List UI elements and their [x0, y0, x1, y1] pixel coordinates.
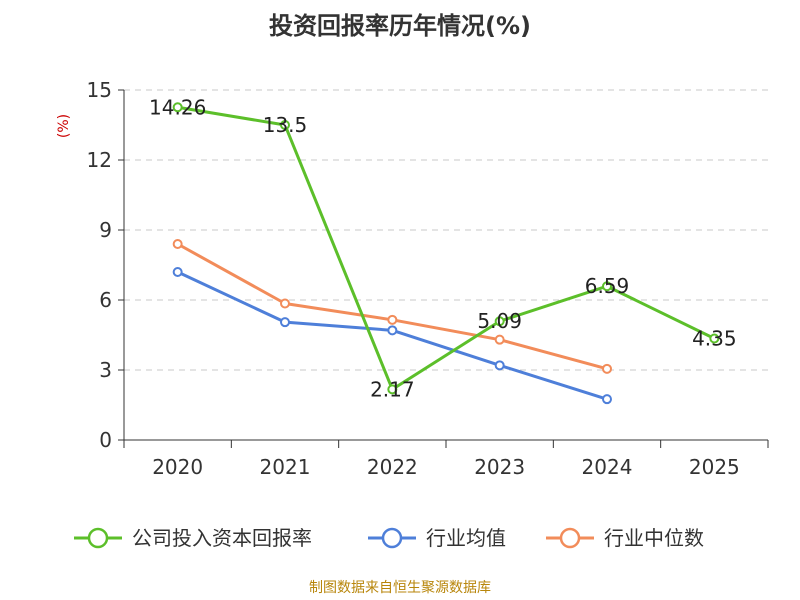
legend-item[interactable]: 行业中位数 [546, 526, 704, 550]
data-point [172, 239, 183, 249]
y-axis-label: (%) [56, 114, 72, 138]
data-point [494, 360, 505, 371]
data-point [494, 334, 505, 345]
y-tick-label: 3 [99, 358, 112, 382]
data-labels: 14.26 13.5 2.17 5.09 6.59 4.35 [149, 95, 737, 401]
legend-label: 行业均值 [426, 526, 506, 550]
data-label: 6.59 [585, 274, 630, 298]
x-tick-label: 2021 [260, 455, 311, 479]
series-line-0 [177, 105, 715, 391]
legend-label: 行业中位数 [604, 526, 704, 550]
y-tick-label: 6 [99, 288, 112, 312]
data-label: 13.5 [263, 113, 308, 137]
data-point [280, 298, 290, 309]
data-point [602, 394, 612, 405]
legend: 公司投入资本回报率 行业均值 行业中位数 [74, 526, 704, 550]
legend-item[interactable]: 公司投入资本回报率 [74, 526, 312, 550]
data-point [387, 325, 398, 336]
chart-title: 投资回报率历年情况(%) [269, 12, 531, 40]
y-tick-label: 0 [99, 428, 112, 452]
axes [123, 90, 768, 441]
legend-marker [87, 527, 109, 549]
legend-marker [381, 527, 403, 549]
data-point [602, 363, 612, 374]
data-label: 14.26 [149, 95, 206, 119]
series-layer [172, 102, 720, 405]
legend-marker [559, 527, 581, 549]
x-tick-label: 2023 [474, 455, 525, 479]
data-point [494, 316, 505, 327]
y-tick-label: 15 [87, 78, 112, 102]
y-tick-label: 9 [99, 218, 112, 242]
legend-label: 公司投入资本回报率 [132, 526, 312, 550]
x-tick-label: 2020 [152, 455, 203, 479]
data-point [280, 317, 290, 328]
data-point [387, 314, 398, 325]
y-tick-label: 12 [87, 148, 112, 172]
source-note: 制图数据来自恒生聚源数据库 [309, 580, 491, 596]
data-point [172, 102, 183, 113]
x-tick-label: 2024 [582, 455, 633, 479]
data-label: 4.35 [692, 327, 737, 351]
data-point [387, 384, 398, 395]
data-point [280, 120, 290, 130]
x-tick-label: 2025 [689, 455, 740, 479]
data-point [172, 267, 183, 277]
gridlines [124, 89, 768, 371]
x-ticks: 2020 2021 2022 2023 2024 2025 [123, 440, 769, 479]
y-ticks: 0 3 6 9 12 15 [87, 78, 124, 452]
x-tick-label: 2022 [367, 455, 418, 479]
legend-item[interactable]: 行业均值 [368, 526, 506, 550]
data-label: 5.09 [477, 309, 522, 333]
data-label: 2.17 [370, 377, 415, 401]
data-point [602, 281, 612, 292]
data-point [709, 333, 720, 344]
